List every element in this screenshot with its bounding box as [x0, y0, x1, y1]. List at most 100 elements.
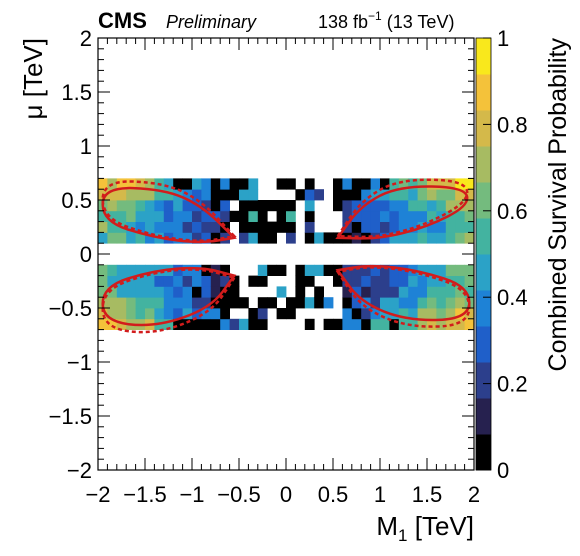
heatmap-cell	[286, 178, 296, 190]
heatmap-cell	[98, 210, 108, 222]
heatmap-cell	[342, 178, 353, 190]
heatmap-cell	[436, 232, 447, 244]
heatmap-cell	[351, 318, 362, 330]
heatmap-cell	[220, 264, 230, 276]
svg-text:M1 [TeV]: M1 [TeV]	[376, 511, 474, 545]
heatmap-cell	[210, 221, 221, 233]
heatmap-cell	[126, 221, 136, 233]
heatmap-cell	[257, 318, 268, 330]
heatmap-cell	[201, 232, 212, 244]
heatmap-cell	[135, 200, 146, 212]
heatmap-cell	[116, 264, 127, 276]
heatmap-cell	[98, 264, 108, 276]
heatmap-cell	[464, 275, 475, 287]
y-tick-label: −1.5	[49, 404, 92, 429]
heatmap-cell	[408, 286, 418, 298]
heatmap-cell	[229, 178, 240, 190]
heatmap-cell	[192, 189, 202, 201]
heatmap-cell	[220, 232, 230, 244]
heatmap-cell	[192, 221, 202, 233]
heatmap-cell	[220, 210, 230, 222]
heatmap-cell	[351, 210, 362, 222]
y-axis-title: μ [TeV]	[18, 38, 48, 119]
colorbar: 0 0.2 0.4 0.6 0.8 1	[475, 26, 528, 483]
heatmap-cell	[380, 308, 390, 320]
lumi-exponent: −1	[368, 9, 382, 23]
heatmap-cell	[135, 275, 146, 287]
heatmap-cell	[342, 286, 353, 298]
heatmap-cell	[286, 297, 296, 309]
heatmap-cell	[351, 286, 362, 298]
heatmap-cell	[380, 210, 390, 222]
heatmap-cell	[455, 318, 465, 330]
heatmap-cell	[342, 221, 353, 233]
heatmap-cell	[107, 189, 118, 201]
heatmap-cell	[398, 264, 409, 276]
heatmap-cell	[257, 275, 268, 287]
heatmap-cell	[464, 318, 475, 330]
heatmap-cell	[257, 232, 268, 244]
colorbar-segment	[476, 362, 491, 399]
heatmap-cell	[107, 297, 118, 309]
heatmap-cell	[295, 286, 306, 298]
heatmap-cell	[201, 308, 212, 320]
heatmap-cell	[276, 200, 287, 212]
heatmap-cell	[333, 178, 343, 190]
heatmap-cell	[380, 286, 390, 298]
heatmap-cell	[455, 178, 465, 190]
contour-dashed-upper-right	[335, 178, 469, 239]
heatmap-cell	[154, 275, 165, 287]
colorbar-segment	[476, 434, 491, 471]
heatmap-cell	[342, 318, 353, 330]
heatmap-cell	[342, 264, 353, 276]
heatmap-cell	[154, 210, 165, 222]
colorbar-tick-label: 0.4	[497, 285, 528, 310]
heatmap-cell	[417, 264, 428, 276]
heatmap-cell	[145, 178, 155, 190]
heatmap-cell	[210, 308, 221, 320]
contour-dashed-lower-left	[101, 268, 237, 334]
heatmap-cell	[464, 200, 475, 212]
preliminary-label: Preliminary	[166, 12, 257, 32]
heatmap-cell	[276, 178, 287, 190]
heatmap-cell	[145, 308, 155, 320]
heatmap-cell	[427, 308, 437, 320]
colorbar-tick-label: 0.6	[497, 199, 528, 224]
y-tick-label: 2	[80, 26, 92, 51]
heatmap-cell	[116, 286, 127, 298]
colorbar-segment	[476, 74, 491, 111]
heatmap-cell	[380, 189, 390, 201]
heatmap-cell	[229, 189, 240, 201]
heatmap-cell	[314, 232, 324, 244]
heatmap-cell	[135, 297, 146, 309]
heatmap-cell	[229, 297, 240, 309]
contour-solid-lower-right	[335, 264, 471, 322]
heatmap-cell	[220, 200, 230, 212]
heatmap-cell	[464, 210, 475, 222]
heatmap-cell	[192, 318, 202, 330]
heatmap-cell	[135, 221, 146, 233]
heatmap-cell	[126, 178, 136, 190]
heatmap-cell	[389, 264, 400, 276]
heatmap-cell	[314, 264, 324, 276]
heatmap-cell	[220, 297, 230, 309]
heatmap-cell	[398, 210, 409, 222]
heatmap-cell	[145, 210, 155, 222]
heatmap-cell	[163, 308, 174, 320]
heatmap-cell	[173, 178, 183, 190]
heatmap-cell	[257, 200, 268, 212]
y-tick-label: 1	[80, 134, 92, 159]
x-axis: −2 −1.5 −1 −0.5 0 0.5 1 1.5 2	[85, 38, 480, 507]
heatmap-cell	[192, 297, 202, 309]
heatmap-cell	[145, 200, 155, 212]
heatmap-cell	[201, 221, 212, 233]
heatmap-cell	[455, 189, 465, 201]
x-axis-title: M1 [TeV]	[376, 511, 474, 545]
heatmap-cell	[220, 318, 230, 330]
heatmap-cell	[464, 221, 475, 233]
heatmap-cell	[370, 275, 381, 287]
heatmap-cell	[417, 318, 428, 330]
heatmap-cell	[351, 308, 362, 320]
heatmap-cell	[389, 232, 400, 244]
heatmap-cell	[370, 264, 381, 276]
